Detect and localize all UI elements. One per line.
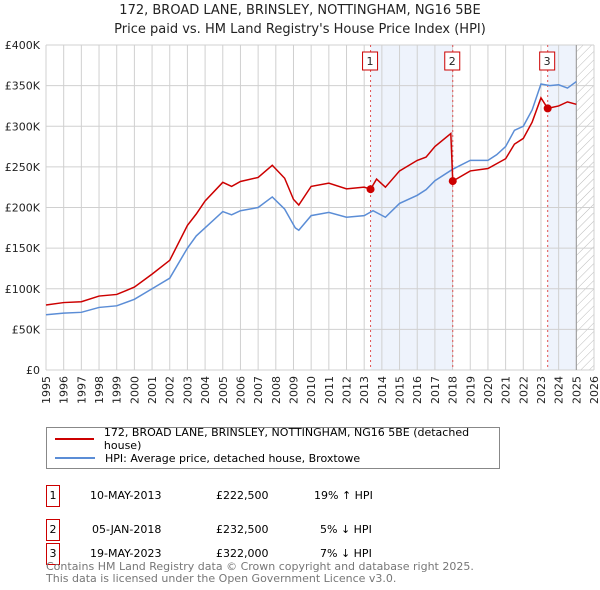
x-tick-label: 2006	[234, 376, 247, 404]
sale-price: £222,500	[216, 489, 269, 502]
x-tick-label: 1996	[58, 376, 71, 404]
sale-number: 1	[46, 485, 60, 507]
y-tick-label: £0	[26, 364, 40, 377]
x-tick-label: 2014	[376, 376, 389, 404]
footer-line-1: Contains HM Land Registry data © Crown c…	[46, 560, 474, 573]
x-tick-label: 2017	[429, 376, 442, 404]
footer: Contains HM Land Registry data © Crown c…	[46, 561, 474, 585]
sale-point	[543, 104, 552, 113]
sale-number: 2	[46, 519, 60, 541]
legend: 172, BROAD LANE, BRINSLEY, NOTTINGHAM, N…	[46, 426, 500, 469]
x-tick-label: 2016	[411, 376, 424, 404]
x-tick-label: 2026	[588, 376, 600, 404]
x-tick-label: 1999	[111, 376, 124, 404]
legend-red-line	[55, 438, 94, 440]
y-tick-label: £100K	[5, 283, 41, 296]
x-tick-label: 1997	[75, 376, 88, 404]
x-tick-label: 2007	[252, 376, 265, 404]
sale-label-box	[362, 51, 379, 71]
x-tick-label: 2020	[482, 376, 495, 404]
y-tick-label: £300K	[5, 120, 41, 133]
sale-price: £232,500	[216, 523, 269, 536]
sale-label-box	[444, 51, 461, 71]
price-chart: 1995 1996 1997 1998 1999 2000 2001 2002 2003 2004…	[5, 39, 600, 404]
y-tick-label: £400K	[5, 39, 41, 52]
sale-date: 05-JAN-2018	[92, 523, 162, 536]
sale-hpi: 5% ↓ HPI	[320, 523, 372, 536]
sale-price: £322,000	[216, 547, 269, 560]
y-tick-label: £250K	[5, 161, 41, 174]
chart-subtitle: Price paid vs. HM Land Registry's House …	[114, 22, 486, 37]
y-tick-label: £50K	[12, 323, 41, 336]
x-tick-label: 2021	[500, 376, 513, 404]
sale-label: 2	[449, 55, 456, 68]
x-tick-label: 2000	[128, 376, 141, 404]
sale-hpi: 7% ↓ HPI	[320, 547, 372, 560]
legend-blue-line	[55, 457, 95, 459]
table-row: 1 10-MAY-2013 £222,500 19% ↑ HPI	[46, 485, 546, 507]
sale-label-box	[539, 51, 556, 71]
sale-date: 19-MAY-2023	[90, 547, 162, 560]
series-line	[45, 96, 577, 306]
sale-point	[448, 177, 457, 186]
x-tick-label: 2022	[517, 376, 530, 404]
x-tick-label: 1995	[40, 376, 53, 404]
x-tick-label: 2024	[553, 376, 566, 404]
x-tick-label: 2004	[199, 376, 212, 404]
x-tick-label: 1998	[93, 376, 106, 404]
x-tick-label: 2011	[323, 376, 336, 404]
sale-date: 10-MAY-2013	[90, 489, 162, 502]
y-tick-label: £150K	[5, 242, 41, 255]
table-row: 3 19-MAY-2023 £322,000 7% ↓ HPI	[46, 543, 546, 565]
x-tick-label: 2001	[146, 376, 159, 404]
y-tick-label: £200K	[5, 202, 41, 215]
x-tick-label: 2013	[358, 376, 371, 404]
x-tick-label: 2002	[164, 376, 177, 404]
y-tick-label: £350K	[5, 80, 41, 93]
sale-label: 1	[367, 55, 374, 68]
x-tick-label: 2005	[217, 376, 230, 404]
legend-label-hpi: HPI: Average price, detached house, Brox…	[105, 451, 361, 465]
x-tick-label: 2008	[270, 376, 283, 404]
x-tick-label: 2025	[570, 376, 583, 404]
table-row: 2 05-JAN-2018 £232,500 5% ↓ HPI	[46, 519, 546, 541]
sale-point	[366, 185, 375, 194]
chart-title: 172, BROAD LANE, BRINSLEY, NOTTINGHAM, N…	[119, 3, 481, 18]
x-tick-label: 2019	[464, 376, 477, 404]
x-tick-label: 2009	[287, 376, 300, 404]
sale-label: 3	[544, 55, 551, 68]
x-tick-label: 2012	[341, 376, 354, 404]
legend-label-property: 172, BROAD LANE, BRINSLEY, NOTTINGHAM, N…	[103, 426, 470, 452]
sale-number: 3	[46, 543, 60, 565]
x-tick-label: 2015	[394, 376, 407, 404]
sale-hpi: 19% ↑ HPI	[314, 489, 373, 502]
legend-item-property: 172, BROAD LANE, BRINSLEY, NOTTINGHAM, N…	[55, 426, 499, 452]
x-tick-label: 2003	[181, 376, 194, 404]
x-tick-label: 2018	[447, 376, 460, 404]
x-tick-label: 2023	[535, 376, 548, 404]
x-tick-label: 2010	[305, 376, 318, 404]
footer-line-2: This data is licensed under the Open Gov…	[46, 572, 397, 585]
series-line	[45, 80, 577, 316]
legend-item-hpi: HPI: Average price, detached house, Brox…	[55, 449, 360, 467]
